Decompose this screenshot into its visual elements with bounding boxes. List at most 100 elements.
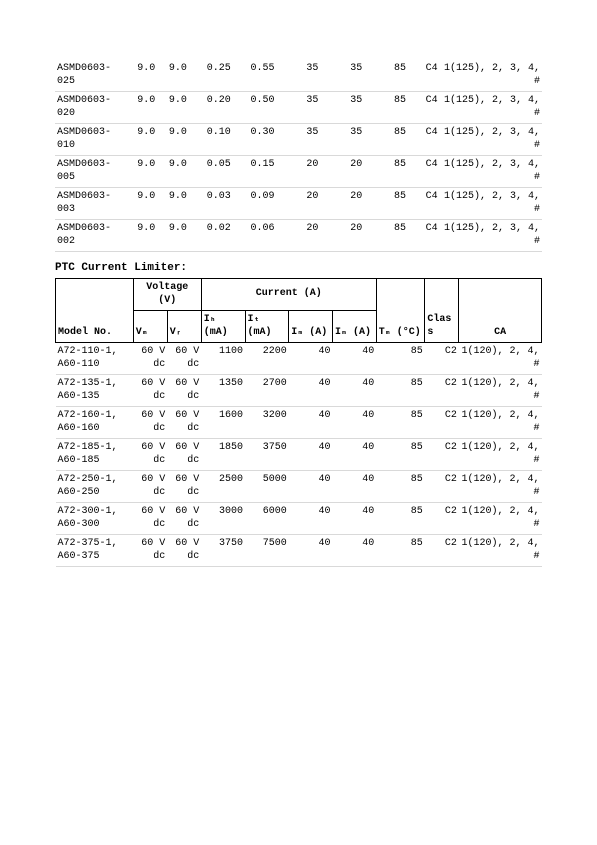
cell: 60 V dc [133,503,167,535]
cell: A72-110-1, A60-110 [56,343,134,375]
table-row: A72-250-1, A60-25060 V dc60 V dc25005000… [56,471,542,503]
cell: 60 V dc [167,439,201,471]
cell: 0.25 [189,60,233,92]
cell: 0.50 [233,92,277,124]
table-row: A72-185-1, A60-18560 V dc60 V dc18503750… [56,439,542,471]
cell: 1(120), 2, 4, # [459,503,542,535]
cell: C2 [425,439,459,471]
table-ptc-limiter: Model No. Voltage (V) Current (A) Tₘ (°C… [55,278,542,567]
cell: A72-135-1, A60-135 [56,375,134,407]
cell: 9.0 [157,156,189,188]
cell: 0.55 [233,60,277,92]
cell: 3000 [201,503,245,535]
cell: 35 [277,60,321,92]
cell: 60 V dc [133,471,167,503]
cell: A72-185-1, A60-185 [56,439,134,471]
cell: 40 [332,439,376,471]
cell: 85 [364,220,408,252]
cell: 1(120), 2, 4, # [459,375,542,407]
cell: 1(125), 2, 3, 4, # [440,124,542,156]
cell: 9.0 [157,124,189,156]
cell: 3200 [245,407,289,439]
col-imax1: Iₘ (A) [289,311,333,343]
cell: 0.30 [233,124,277,156]
table-row: A72-135-1, A60-13560 V dc60 V dc13502700… [56,375,542,407]
cell: C4 [408,124,440,156]
cell: 85 [364,156,408,188]
cell: 2500 [201,471,245,503]
cell: 1(125), 2, 3, 4, # [440,60,542,92]
cell: 9.0 [126,220,158,252]
cell: 60 V dc [133,343,167,375]
cell: C4 [408,220,440,252]
cell: 85 [364,188,408,220]
cell: 20 [277,220,321,252]
cell: 40 [332,471,376,503]
cell: 40 [289,439,333,471]
cell: 0.15 [233,156,277,188]
cell: 1(125), 2, 3, 4, # [440,92,542,124]
cell: 1(120), 2, 4, # [459,439,542,471]
cell: 40 [289,535,333,567]
cell: 85 [376,503,425,535]
cell: 35 [277,92,321,124]
cell: 60 V dc [133,439,167,471]
table2-header-row1: Model No. Voltage (V) Current (A) Tₘ (°C… [56,279,542,311]
table-row: ASMD0603-0029.09.00.020.06202085C41(125)… [55,220,542,252]
cell: 85 [364,124,408,156]
cell: 9.0 [157,220,189,252]
cell: ASMD0603-003 [55,188,126,220]
cell: 9.0 [157,188,189,220]
cell: 85 [376,407,425,439]
cell: A72-160-1, A60-160 [56,407,134,439]
col-tmax: Tₘ (°C) [376,279,425,343]
cell: 9.0 [157,92,189,124]
cell: 85 [364,92,408,124]
cell: 1350 [201,375,245,407]
table-ptc-1: ASMD0603-0259.09.00.250.55353585C41(125)… [55,60,542,252]
cell: 20 [320,156,364,188]
cell: 9.0 [126,124,158,156]
col-class: Class [425,279,459,343]
cell: 40 [289,503,333,535]
cell: C2 [425,471,459,503]
cell: 0.03 [189,188,233,220]
cell: 1850 [201,439,245,471]
table-row: A72-375-1, A60-37560 V dc60 V dc37507500… [56,535,542,567]
cell: A72-300-1, A60-300 [56,503,134,535]
cell: 40 [332,535,376,567]
table-row: A72-110-1, A60-11060 V dc60 V dc11002200… [56,343,542,375]
table-row: A72-160-1, A60-16060 V dc60 V dc16003200… [56,407,542,439]
cell: 40 [332,407,376,439]
section-title-ptc-limiter: PTC Current Limiter: [55,262,542,274]
cell: 40 [332,343,376,375]
col-voltage-group: Voltage (V) [133,279,201,311]
cell: 3750 [245,439,289,471]
cell: 1(125), 2, 3, 4, # [440,188,542,220]
cell: 0.10 [189,124,233,156]
col-ca: CA [459,279,542,343]
cell: C2 [425,343,459,375]
cell: 60 V dc [167,535,201,567]
cell: 2200 [245,343,289,375]
cell: 35 [320,124,364,156]
cell: ASMD0603-020 [55,92,126,124]
cell: 35 [320,92,364,124]
col-model: Model No. [56,279,134,343]
cell: 60 V dc [133,407,167,439]
cell: 1(120), 2, 4, # [459,343,542,375]
cell: ASMD0603-002 [55,220,126,252]
table-row: ASMD0603-0039.09.00.030.09202085C41(125)… [55,188,542,220]
table-row: ASMD0603-0209.09.00.200.50353585C41(125)… [55,92,542,124]
col-imax2: Iₘ (A) [332,311,376,343]
table-row: A72-300-1, A60-30060 V dc60 V dc30006000… [56,503,542,535]
col-ih: Iₕ (mA) [201,311,245,343]
cell: 1(120), 2, 4, # [459,407,542,439]
cell: 85 [376,535,425,567]
col-it: Iₜ (mA) [245,311,289,343]
cell: 0.20 [189,92,233,124]
cell: 20 [320,220,364,252]
cell: 20 [277,156,321,188]
cell: 1600 [201,407,245,439]
cell: 3750 [201,535,245,567]
